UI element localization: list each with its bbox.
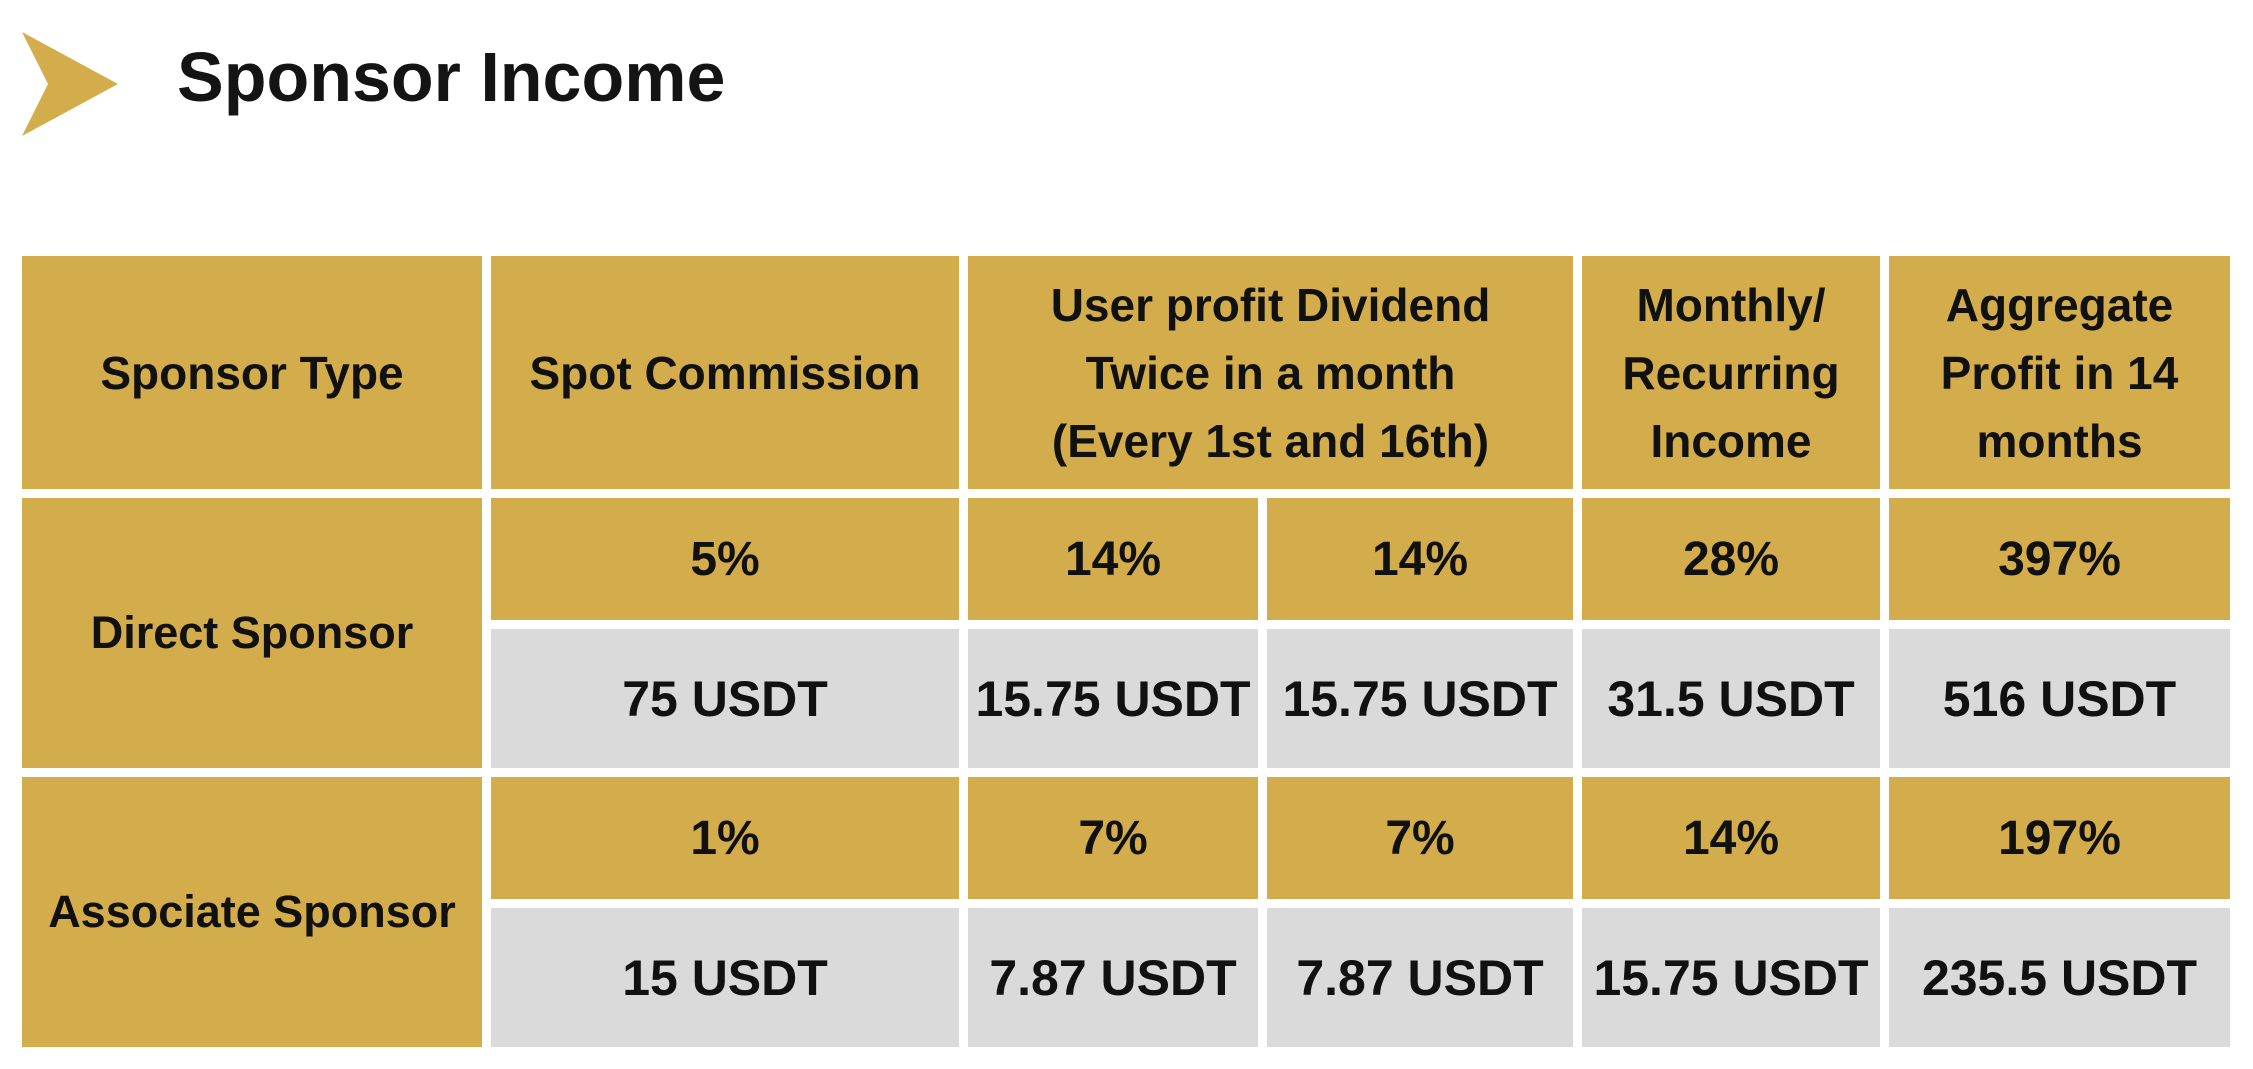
cell-text: 197%	[1998, 811, 2121, 865]
header-monthly-line-3: Income	[1650, 414, 1812, 467]
cell-text: 7.87 USDT	[1296, 949, 1544, 1006]
header-dividend-line-2: Twice in a month	[1085, 346, 1456, 399]
cell-text: 75 USDT	[622, 670, 828, 727]
cell-text: 516 USDT	[1942, 670, 2177, 727]
cell-text: 14%	[1371, 532, 1469, 586]
row-label-text: Direct Sponsor	[90, 607, 414, 658]
direct-monthly-percent: 28%	[1582, 498, 1880, 620]
header-aggregate-line-3: months	[1976, 414, 2143, 467]
cell-text: 14%	[1064, 532, 1162, 586]
associate-spot-percent: 1%	[491, 777, 959, 899]
header-sponsor-type: Sponsor Type	[22, 256, 482, 489]
direct-aggregate-usdt: 516 USDT	[1889, 629, 2230, 768]
associate-spot-usdt: 15 USDT	[491, 908, 959, 1047]
cell-text: 14%	[1682, 811, 1780, 865]
associate-aggregate-percent: 197%	[1889, 777, 2230, 899]
cell-text: 7.87 USDT	[989, 949, 1237, 1006]
cell-text: 7%	[1078, 811, 1148, 865]
header-dividend-line-1: User profit Dividend	[1050, 278, 1491, 331]
direct-dividend-2-usdt: 15.75 USDT	[1267, 629, 1573, 768]
cell-text: 31.5 USDT	[1607, 670, 1855, 727]
direct-aggregate-percent: 397%	[1889, 498, 2230, 620]
cell-text: 28%	[1682, 532, 1780, 586]
header-dividend-line-3: (Every 1st and 16th)	[1051, 414, 1490, 467]
header-aggregate-line-2: Profit in 14	[1940, 346, 2179, 399]
header-aggregate-profit: Aggregate Profit in 14 months	[1889, 256, 2230, 489]
direct-dividend-1-usdt: 15.75 USDT	[968, 629, 1258, 768]
cell-text: 5%	[690, 532, 760, 586]
header-monthly-recurring-income: Monthly/ Recurring Income	[1582, 256, 1880, 489]
header-monthly-line-1: Monthly/	[1636, 278, 1826, 331]
cell-text: 235.5 USDT	[1921, 949, 2198, 1006]
direct-dividend-1-percent: 14%	[968, 498, 1258, 620]
associate-monthly-usdt: 15.75 USDT	[1582, 908, 1880, 1047]
cell-text: 7%	[1385, 811, 1455, 865]
cell-text: 15.75 USDT	[1593, 949, 1869, 1006]
row-label-direct-sponsor: Direct Sponsor	[22, 498, 482, 768]
direct-spot-usdt: 75 USDT	[491, 629, 959, 768]
cell-text: 397%	[1998, 532, 2121, 586]
page-title: Sponsor Income	[177, 38, 726, 116]
header-sponsor-type-text: Sponsor Type	[100, 346, 404, 399]
header-spot-commission: Spot Commission	[491, 256, 959, 489]
associate-monthly-percent: 14%	[1582, 777, 1880, 899]
chevron-right-icon	[22, 32, 118, 136]
direct-dividend-2-percent: 14%	[1267, 498, 1573, 620]
direct-spot-percent: 5%	[491, 498, 959, 620]
cell-text: 15.75 USDT	[1282, 670, 1558, 727]
cell-text: 1%	[690, 811, 760, 865]
associate-dividend-1-percent: 7%	[968, 777, 1258, 899]
header-spot-commission-text: Spot Commission	[529, 346, 921, 399]
row-label-associate-sponsor: Associate Sponsor	[22, 777, 482, 1047]
header-aggregate-line-1: Aggregate	[1945, 278, 2174, 331]
direct-monthly-usdt: 31.5 USDT	[1582, 629, 1880, 768]
associate-dividend-2-percent: 7%	[1267, 777, 1573, 899]
cell-text: 15.75 USDT	[975, 670, 1251, 727]
associate-aggregate-usdt: 235.5 USDT	[1889, 908, 2230, 1047]
row-label-text: Associate Sponsor	[48, 886, 456, 937]
associate-dividend-1-usdt: 7.87 USDT	[968, 908, 1258, 1047]
cell-text: 15 USDT	[622, 949, 828, 1006]
header-user-profit-dividend: User profit Dividend Twice in a month (E…	[968, 256, 1573, 489]
associate-dividend-2-usdt: 7.87 USDT	[1267, 908, 1573, 1047]
header-monthly-line-2: Recurring	[1622, 346, 1840, 399]
